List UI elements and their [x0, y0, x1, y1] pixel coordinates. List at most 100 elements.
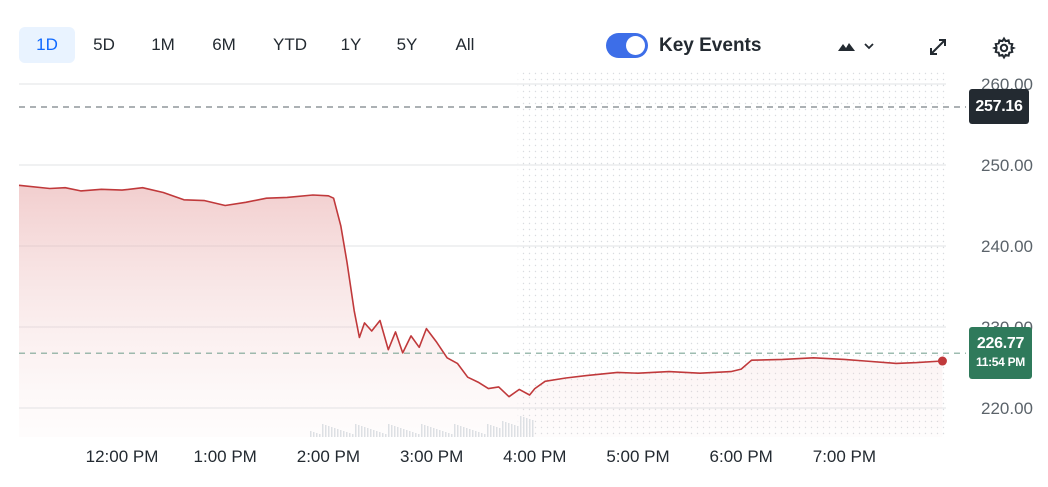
x-tick-label: 2:00 PM [297, 447, 360, 466]
previous-close-badge: 257.16 [969, 89, 1029, 124]
volume-bar [496, 427, 498, 437]
range-tab-ytd[interactable]: YTD [273, 35, 307, 54]
expand-icon [930, 39, 946, 55]
volume-bar [517, 426, 519, 437]
volume-bar [382, 433, 384, 437]
volume-bar [529, 419, 531, 437]
x-tick-label: 7:00 PM [813, 447, 876, 466]
volume-bar [454, 424, 456, 437]
volume-bar [376, 431, 378, 437]
volume-bar [472, 430, 474, 437]
volume-bar [442, 431, 444, 437]
volume-bar [415, 433, 417, 437]
volume-bar [364, 427, 366, 437]
volume-bar [400, 428, 402, 437]
last-price-value: 226.77 [976, 335, 1025, 352]
volume-bar [385, 434, 387, 437]
range-tab-1y[interactable]: 1Y [340, 35, 362, 54]
volume-bar [457, 425, 459, 437]
volume-bar [481, 433, 483, 437]
volume-bar [355, 424, 357, 437]
volume-bar [451, 434, 453, 437]
volume-bar [448, 433, 450, 437]
volume-bar [340, 430, 342, 437]
volume-bar [412, 432, 414, 437]
volume-bar [466, 428, 468, 437]
volume-bar [508, 423, 510, 437]
volume-bar [394, 426, 396, 437]
volume-bar [490, 425, 492, 437]
volume-bar [406, 430, 408, 437]
volume-bar [469, 429, 471, 437]
settings-button[interactable] [991, 35, 1017, 61]
x-tick-label: 1:00 PM [194, 447, 257, 466]
gear-icon [992, 36, 1016, 60]
volume-bar [388, 424, 390, 437]
expand-button[interactable] [926, 35, 950, 59]
volume-bar [532, 420, 534, 437]
range-tab-6m[interactable]: 6M [212, 35, 236, 54]
volume-bar [310, 431, 312, 437]
volume-bar [502, 421, 504, 437]
chart-type-button[interactable] [834, 36, 882, 58]
volume-bar [424, 425, 426, 437]
volume-bar [430, 427, 432, 437]
volume-bar [475, 431, 477, 437]
volume-bar [439, 430, 441, 437]
volume-bar [427, 426, 429, 437]
volume-bar [313, 432, 315, 437]
volume-bar [403, 429, 405, 437]
y-tick-label: 250.00 [981, 156, 1033, 175]
x-tick-label: 3:00 PM [400, 447, 463, 466]
volume-bar [487, 424, 489, 437]
volume-bar [316, 433, 318, 437]
volume-bar [511, 424, 513, 437]
volume-bar [358, 425, 360, 437]
range-tab-1m[interactable]: 1M [151, 35, 175, 54]
chart-toolbar: 1D 5D 1M 6M YTD 1Y 5Y All Key Events [0, 0, 1048, 90]
volume-bar [373, 430, 375, 437]
volume-bar [520, 416, 522, 437]
range-tab-all[interactable]: All [455, 35, 475, 54]
volume-bar [436, 429, 438, 437]
mountain-chart-icon [838, 43, 874, 51]
key-events-label: Key Events [659, 34, 762, 56]
range-tab-5y[interactable]: 5Y [396, 35, 418, 54]
x-tick-label: 4:00 PM [503, 447, 566, 466]
volume-bar [418, 434, 420, 437]
volume-bar [460, 426, 462, 437]
volume-bar [526, 418, 528, 437]
volume-bar [391, 425, 393, 437]
volume-bar [367, 428, 369, 437]
x-tick-label: 12:00 PM [86, 447, 159, 466]
volume-bar [421, 424, 423, 437]
x-tick-label: 5:00 PM [606, 447, 669, 466]
volume-bar [346, 432, 348, 437]
volume-bar [499, 428, 501, 437]
key-events-toggle-group: Key Events [606, 33, 761, 58]
volume-bar [493, 426, 495, 437]
volume-bar [379, 432, 381, 437]
range-tab-5d[interactable]: 5D [93, 35, 115, 54]
range-tab-1d[interactable]: 1D [19, 27, 75, 63]
price-line [18, 184, 943, 398]
volume-bar [349, 433, 351, 437]
volume-bar [409, 431, 411, 437]
last-price-badge: 226.77 11:54 PM [969, 327, 1032, 379]
volume-bar [370, 429, 372, 437]
price-area [19, 185, 943, 437]
volume-bar [328, 426, 330, 437]
volume-bar [397, 427, 399, 437]
volume-bar [463, 427, 465, 437]
volume-bar [343, 431, 345, 437]
x-tick-label: 6:00 PM [710, 447, 773, 466]
volume-bar [331, 427, 333, 437]
y-tick-label: 220.00 [981, 399, 1033, 418]
last-price-dot [937, 356, 947, 366]
volume-bar [319, 434, 321, 437]
volume-bar [478, 432, 480, 437]
volume-bar [352, 434, 354, 437]
key-events-toggle[interactable] [606, 33, 648, 58]
volume-bar [325, 425, 327, 437]
